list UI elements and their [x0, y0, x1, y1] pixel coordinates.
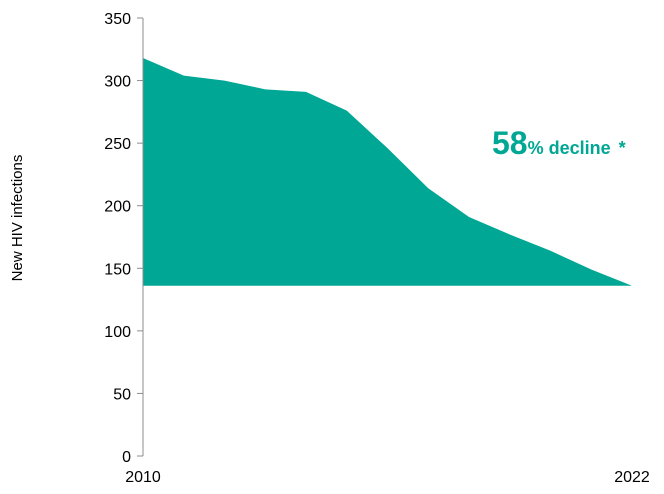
decline-value: 58	[492, 125, 528, 161]
y-tick-label: 100	[104, 324, 131, 341]
y-tick-label: 50	[113, 386, 131, 403]
y-tick-label: 250	[104, 136, 131, 153]
y-tick-label: 150	[104, 261, 131, 278]
x-tick-label: 2010	[125, 469, 161, 486]
x-axis-ticks: 2010 2022	[125, 469, 650, 486]
decline-label: % decline	[528, 138, 611, 158]
y-axis-ticks: 0 50 100 150 200 250 300 350	[104, 11, 143, 466]
decline-annotation: 58% decline *	[492, 125, 626, 161]
y-tick-label: 0	[122, 449, 131, 466]
y-axis-label: New HIV infections	[9, 155, 26, 282]
plot-area: 0 50 100 150 200 250 300 350 2010 2022	[104, 11, 650, 486]
y-tick-label: 200	[104, 199, 131, 216]
x-tick-label: 2022	[614, 469, 650, 486]
area-series	[143, 58, 632, 286]
y-tick-label: 350	[104, 11, 131, 28]
decline-footnote-marker: *	[619, 138, 626, 158]
y-tick-label: 300	[104, 74, 131, 91]
